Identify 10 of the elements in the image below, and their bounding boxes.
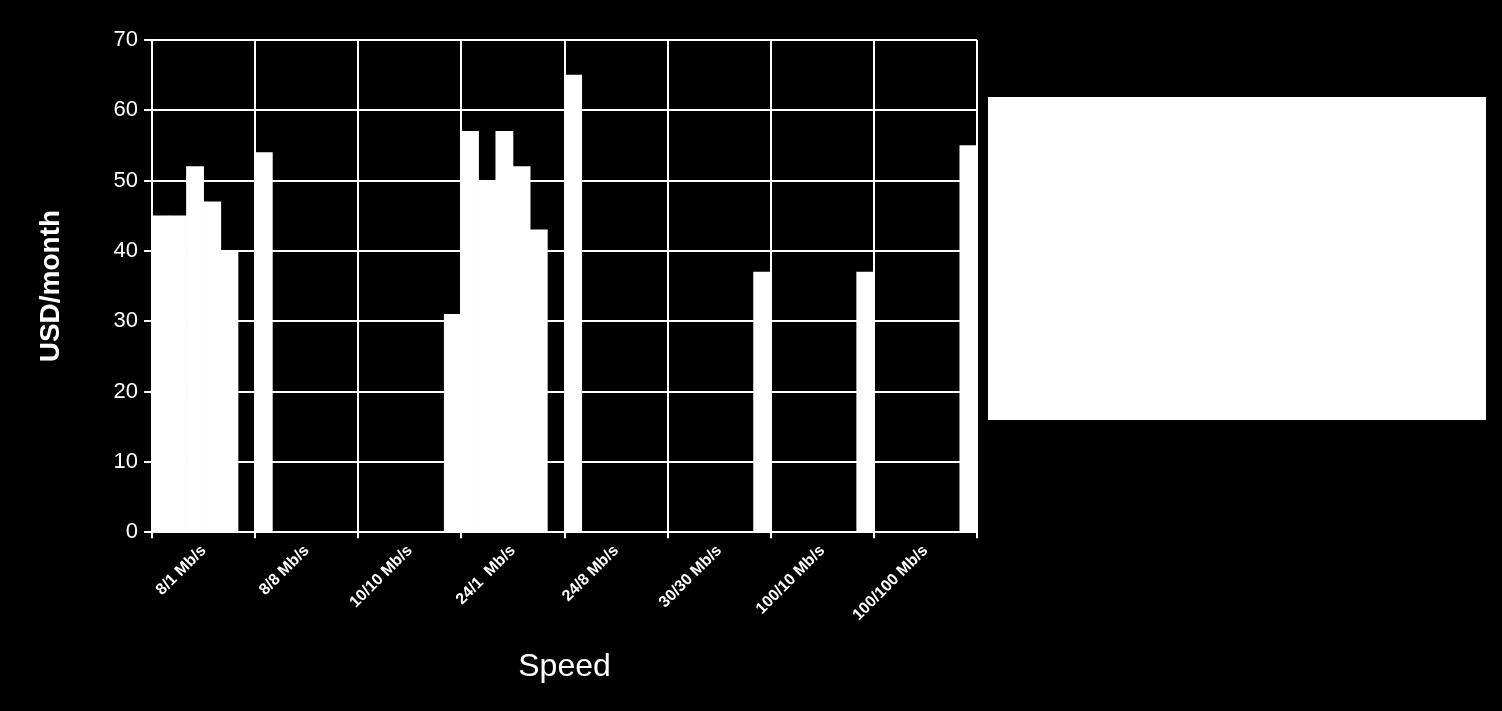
y-axis-title: USD/month (33, 209, 65, 363)
y-tick-label: 50 (113, 166, 139, 192)
y-tick-label: 10 (113, 447, 139, 473)
x-axis-title: Speed (518, 646, 611, 683)
y-tick-label: 20 (113, 377, 139, 403)
y-tick-label: 70 (113, 26, 139, 52)
y-tick-label: 0 (125, 518, 139, 544)
y-tick-label: 30 (113, 307, 139, 333)
y-tick-label: 40 (113, 237, 139, 263)
y-tick-label: 60 (113, 96, 139, 122)
